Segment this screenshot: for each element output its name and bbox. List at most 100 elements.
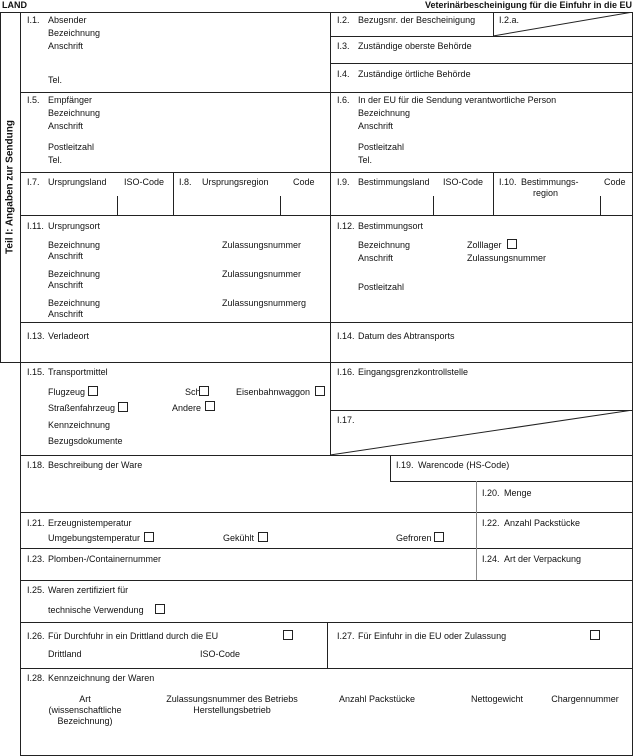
technical-use-checkbox[interactable] (155, 604, 165, 614)
divider (173, 172, 174, 215)
divider (20, 12, 21, 755)
section-label: Teil I: Angaben zur Sendung (4, 120, 16, 254)
divider (390, 481, 633, 482)
field-number: I.10. (499, 177, 517, 187)
address-label: Anschrift (48, 121, 84, 131)
place-of-origin-label: Ursprungsort (48, 221, 101, 231)
customs-warehouse-label: Zolllager (467, 240, 502, 250)
documents-label: Bezugsdokumente (48, 436, 123, 446)
name-label: Bezeichnung (358, 108, 411, 118)
divider (0, 12, 633, 13)
field-number: I.3. (337, 41, 350, 51)
departure-date-label: Datum des Abtransports (358, 331, 455, 341)
field-number: I.2. (337, 15, 350, 25)
ambient-checkbox[interactable] (144, 532, 154, 542)
column-header-approval: Herstellungsbetrieb (193, 705, 271, 715)
divider (330, 410, 633, 411)
divider (20, 668, 633, 669)
tel-label: Tel. (358, 155, 373, 165)
local-authority-label: Zuständige örtliche Behörde (358, 69, 471, 79)
central-authority-label: Zuständige oberste Behörde (358, 41, 472, 51)
divider (493, 12, 494, 36)
divider (476, 481, 477, 580)
field-number: I.24. (482, 554, 500, 564)
origin-region-label: Ursprungsregion (202, 177, 269, 187)
strike-diagonal (493, 12, 633, 36)
customs-warehouse-checkbox[interactable] (507, 239, 517, 249)
column-header-species: (wissenschaftliche (48, 705, 122, 715)
tel-label: Tel. (48, 155, 63, 165)
code-label: Code (604, 177, 626, 187)
field-number: I.27. (337, 631, 355, 641)
field-number: I.15. (27, 367, 45, 377)
import-checkbox[interactable] (590, 630, 600, 640)
divider (433, 196, 434, 215)
transport-label: Transportmittel (48, 367, 108, 377)
field-number: I.13. (27, 331, 45, 341)
transit-label: Für Durchfuhr in ein Drittland durch die… (48, 631, 219, 641)
name-label: Bezeichnung (48, 240, 101, 250)
field-number: I.28. (27, 673, 45, 683)
divider (20, 172, 633, 173)
rail-label: Eisenbahnwaggon (236, 387, 311, 397)
seal-number-label: Plomben-/Containernummer (48, 554, 162, 564)
reference-label: Bezugsnr. der Bescheinigung (358, 15, 476, 25)
divider (20, 622, 633, 623)
approval-number-label: Zulassungsnummerg (222, 298, 307, 308)
plane-checkbox[interactable] (88, 386, 98, 396)
ambient-label: Umgebungstemperatur (48, 533, 141, 543)
field-number: I.16. (337, 367, 355, 377)
rail-checkbox[interactable] (315, 386, 325, 396)
approval-number-label: Zulassungsnummer (222, 269, 302, 279)
iso-code-label: ISO-Code (200, 649, 241, 659)
packaging-type-label: Art der Verpackung (504, 554, 582, 564)
divider (0, 12, 1, 363)
import-label: Für Einfuhr in die EU oder Zulassung (358, 631, 507, 641)
approval-number-label: Zulassungsnummer (467, 253, 547, 263)
loading-place-label: Verladeort (48, 331, 90, 341)
field-number: I.4. (337, 69, 350, 79)
name-label: Bezeichnung (48, 269, 101, 279)
consignor-label: Absender (48, 15, 87, 25)
quantity-label: Menge (504, 488, 532, 498)
divider (20, 548, 633, 549)
field-number: I.19. (396, 460, 414, 470)
chilled-label: Gekühlt (223, 533, 255, 543)
responsible-person-label: In der EU für die Sendung verantwortlich… (358, 95, 557, 105)
goods-identification-label: Kennzeichnung der Waren (48, 673, 155, 683)
transit-checkbox[interactable] (283, 630, 293, 640)
road-vehicle-checkbox[interactable] (118, 402, 128, 412)
address-label: Anschrift (358, 253, 394, 263)
consignee-label: Empfänger (48, 95, 93, 105)
column-header-batch: Chargennummer (551, 694, 619, 704)
divider (330, 63, 633, 64)
field-number: I.5. (27, 95, 40, 105)
approval-number-label: Zulassungsnummer (222, 240, 302, 250)
divider (600, 196, 601, 215)
address-label: Anschrift (48, 280, 84, 290)
destination-region-label: Bestimmungs- (521, 177, 579, 187)
chilled-checkbox[interactable] (258, 532, 268, 542)
plane-label: Flugzeug (48, 387, 86, 397)
field-number: I.1. (27, 15, 40, 25)
field-number: I.14. (337, 331, 355, 341)
field-number: I.22. (482, 518, 500, 528)
frozen-checkbox[interactable] (434, 532, 444, 542)
divider (20, 92, 633, 93)
ship-label: Schiff (185, 387, 208, 397)
address-label: Anschrift (48, 251, 84, 261)
divider (330, 12, 331, 455)
field-number: I.17. (337, 415, 355, 425)
temperature-label: Erzeugnistemperatur (48, 518, 132, 528)
certified-for-label: Waren zertifiziert für (48, 585, 129, 595)
column-header-species: Art (79, 694, 91, 704)
field-number: I.8. (179, 177, 192, 187)
other-checkbox[interactable] (205, 401, 215, 411)
divider (280, 196, 281, 215)
field-number: I.20. (482, 488, 500, 498)
postcode-label: Postleitzahl (358, 282, 405, 292)
form-title: Veterinärbescheinigung für die Einfuhr i… (424, 0, 632, 10)
field-number: I.23. (27, 554, 45, 564)
ship-checkbox[interactable] (199, 386, 209, 396)
field-number: I.21. (27, 518, 45, 528)
